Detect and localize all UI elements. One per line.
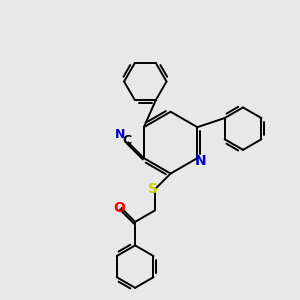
Text: N: N (195, 154, 207, 168)
Text: N: N (115, 128, 125, 141)
Text: C: C (122, 134, 131, 147)
Text: S: S (148, 182, 158, 196)
Text: O: O (114, 201, 125, 215)
